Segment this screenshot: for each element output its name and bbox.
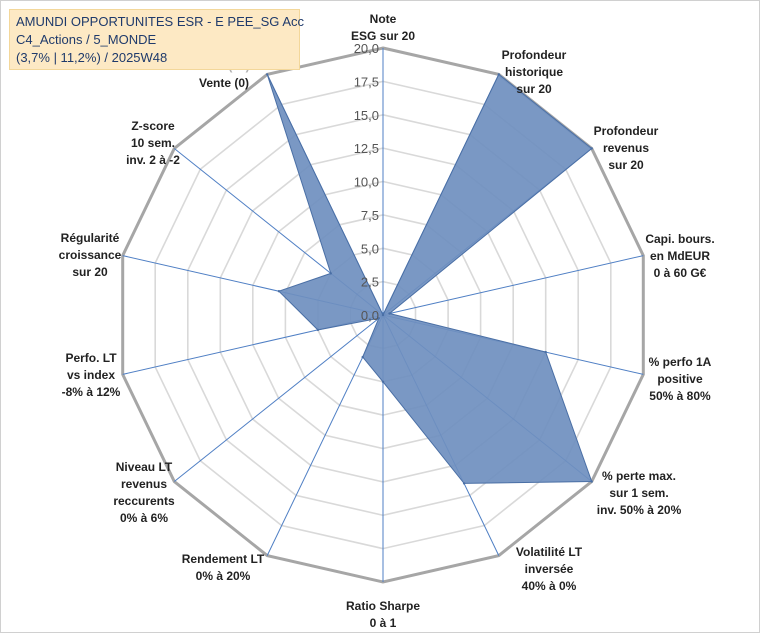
axis-label: sur 20 xyxy=(608,158,644,172)
axis-labels: Note ESG sur 20 Profondeur historique sur 20… xyxy=(59,12,715,630)
axis-label: 10 sem. xyxy=(131,136,175,150)
axis-label: Note xyxy=(370,12,397,26)
axis-label: en MdEUR xyxy=(650,249,710,263)
chart-title-box: AMUNDI OPPORTUNITES ESR - E PEE_SG Acc C… xyxy=(9,9,304,70)
axis-label: revenus xyxy=(121,477,167,491)
data-point xyxy=(590,147,593,150)
axis-label: ESG sur 20 xyxy=(351,29,415,43)
axis-label: inversée xyxy=(525,562,574,576)
data-point xyxy=(590,480,593,483)
axis-label: reccurents xyxy=(113,494,175,508)
axis-label: -8% à 12% xyxy=(62,385,121,399)
axis-label: Profondeur xyxy=(594,124,659,138)
tick-label: 2,5 xyxy=(361,275,379,290)
axis-label: Z-score xyxy=(131,119,175,133)
axis-label: Ratio Sharpe xyxy=(346,599,420,613)
tick-label: 15,0 xyxy=(354,108,379,123)
axis-label: 40% à 0% xyxy=(522,579,577,593)
data-point xyxy=(381,313,385,317)
data-point xyxy=(381,380,385,383)
axis-label: positive xyxy=(657,372,703,386)
axis-label: 0 à 60 G€ xyxy=(654,266,707,280)
data-point xyxy=(277,290,281,293)
axis-label: Volatilité LT xyxy=(516,545,583,559)
axis-label: % perfo 1A xyxy=(649,355,712,369)
axis-label: inv. 50% à 20% xyxy=(597,503,682,517)
axis-label: Vente (0) xyxy=(199,76,249,90)
data-point xyxy=(329,272,332,275)
tick-label: 5,0 xyxy=(361,241,379,256)
data-point xyxy=(377,317,380,320)
data-point xyxy=(361,355,364,359)
axis-label: sur 1 sem. xyxy=(609,486,668,500)
axis-label: Régularité xyxy=(61,231,120,245)
tick-label: 12,5 xyxy=(354,141,379,156)
axis-label: 50% à 80% xyxy=(649,389,711,403)
data-point xyxy=(316,328,320,332)
axis-label: % perte max. xyxy=(602,469,676,483)
axis-label: Perfo. LT xyxy=(65,351,117,365)
axis-label: sur 20 xyxy=(72,265,108,279)
data-point xyxy=(388,312,391,315)
tick-label: 17,5 xyxy=(354,74,379,89)
data-point xyxy=(462,482,466,485)
axis-label: 0% à 6% xyxy=(120,511,168,525)
radar-series xyxy=(266,73,593,485)
axis-label: revenus xyxy=(603,141,649,155)
axis-label: historique xyxy=(505,65,563,79)
spoke-line xyxy=(382,255,644,316)
axis-label: Niveau LT xyxy=(116,460,173,474)
tick-label: 20,0 xyxy=(354,41,379,56)
chart-category: C4_Actions / 5_MONDE xyxy=(16,32,157,47)
chart-period: (3,7% | 11,2%) / 2025W48 xyxy=(16,50,168,65)
axis-label: Profondeur xyxy=(502,48,567,62)
axis-label: 0 à 1 xyxy=(370,616,397,630)
axis-label: sur 20 xyxy=(516,82,552,96)
axis-label: Rendement LT xyxy=(182,552,265,566)
axis-label: inv. 2 à -2 xyxy=(126,153,180,167)
spoke-line xyxy=(173,314,384,482)
axis-label: 0% à 20% xyxy=(196,569,251,583)
tick-label: 0,0 xyxy=(361,308,379,323)
data-point xyxy=(497,73,500,76)
radial-tick-labels: 0,0 2,5 5,0 7,5 10,0 12,5 15,0 17,5 20,0 xyxy=(354,41,379,323)
tick-label: 10,0 xyxy=(354,175,379,190)
axis-label: croissance xyxy=(59,248,122,262)
data-point xyxy=(266,73,269,76)
chart-title: AMUNDI OPPORTUNITES ESR - E PEE_SG Acc xyxy=(16,14,304,29)
tick-label: 7,5 xyxy=(361,208,379,223)
data-point xyxy=(544,350,547,354)
axis-label: Capi. bours. xyxy=(645,232,714,246)
axis-label: vs index xyxy=(67,368,115,382)
